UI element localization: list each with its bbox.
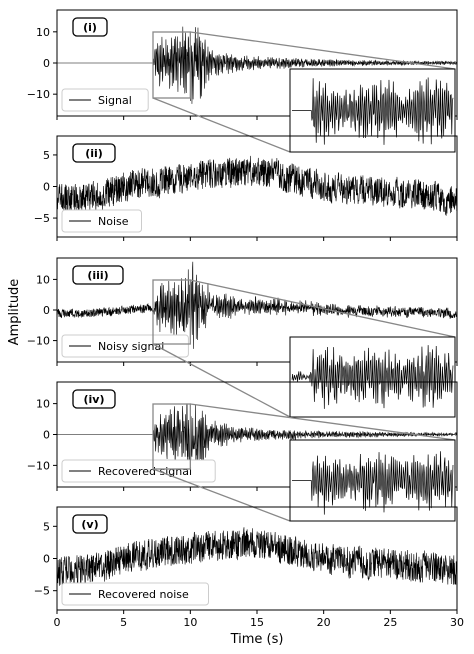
y-tick-label-iv-0: 0: [43, 429, 50, 442]
svg-text:(iv): (iv): [84, 393, 105, 406]
panel-tag-iii: (iii): [72, 265, 124, 285]
series-line-v: [57, 527, 457, 588]
svg-text:(i): (i): [83, 21, 97, 34]
legend-i: Signal: [61, 88, 149, 112]
zoom-connector-top-iii: [190, 279, 456, 338]
x-tick-label-15: 15: [250, 616, 264, 629]
legend-iii: Noisy signal: [61, 334, 189, 358]
zoom-box-i: [152, 31, 191, 99]
svg-text:(iii): (iii): [87, 269, 108, 282]
y-tick-label-iii-0: 0: [43, 304, 50, 317]
zoom-connector-bottom-iv: [152, 468, 291, 522]
x-tick-label-10: 10: [183, 616, 197, 629]
x-tick-label-25: 25: [383, 616, 397, 629]
x-tick-label-30: 30: [450, 616, 464, 629]
legend-label-ii: Noise: [98, 215, 129, 228]
panel-i: −10 0 10 (i) Signal: [27, 9, 458, 153]
zoom-box-iii: [152, 279, 191, 345]
inset-series-iii: [291, 345, 454, 409]
series-line-iii: [57, 261, 457, 349]
y-tick-label-i--10: −10: [27, 88, 50, 101]
y-tick-label-v-0: 0: [43, 553, 50, 566]
y-tick-label-iii-10: 10: [36, 273, 50, 286]
svg-text:(ii): (ii): [85, 147, 103, 160]
x-tick-label-20: 20: [317, 616, 331, 629]
y-tick-label-ii-5: 5: [43, 149, 50, 162]
zoom-connector-bottom-i: [152, 97, 291, 153]
legend-v: Recovered noise: [61, 582, 209, 606]
panel-tag-iv: (iv): [72, 389, 116, 409]
x-axis-label: Time (s): [230, 632, 284, 647]
inset-iii: [289, 336, 456, 418]
y-tick-label-iv-10: 10: [36, 398, 50, 411]
x-tick-label-0: 0: [54, 616, 61, 629]
panel-ii: −5 0 5 (ii) Noise: [34, 135, 458, 241]
legend-label-iii: Noisy signal: [98, 340, 164, 353]
panel-v: −5 0 5 0 5 10 15 20 25 30 (v) Recovered noise: [34, 506, 464, 629]
inset-series-i: [292, 77, 454, 145]
series-line-iv: [57, 403, 457, 477]
series-line-ii: [57, 155, 457, 216]
y-tick-label-v--5: −5: [34, 585, 50, 598]
y-tick-label-v-5: 5: [43, 520, 50, 533]
y-tick-label-iii--10: −10: [27, 335, 50, 348]
inset-i: [289, 68, 456, 153]
inset-series-iv: [292, 451, 454, 515]
panels-group: −10 0 10 (i) Signal −5 0 5 (ii) Noise −10 0 10 (iii) N…: [27, 9, 464, 629]
panel-tag-ii: (ii): [72, 143, 116, 163]
series-line-i: [57, 26, 457, 104]
svg-text:(v): (v): [81, 518, 98, 531]
legend-label-i: Signal: [98, 94, 132, 107]
zoom-connector-bottom-iii: [152, 343, 291, 418]
legend-label-v: Recovered noise: [98, 588, 189, 601]
y-axis-label: Amplitude: [7, 279, 22, 346]
y-tick-label-i-10: 10: [36, 26, 50, 39]
legend-label-iv: Recovered signal: [98, 465, 192, 478]
panel-iii: −10 0 10 (iii) Noisy signal: [27, 257, 458, 418]
y-tick-label-ii--5: −5: [34, 212, 50, 225]
panel-tag-i: (i): [72, 17, 108, 37]
inset-iv: [289, 439, 456, 522]
legend-ii: Noise: [61, 209, 142, 233]
y-tick-label-iv--10: −10: [27, 459, 50, 472]
y-tick-label-ii-0: 0: [43, 181, 50, 194]
x-tick-label-5: 5: [120, 616, 127, 629]
y-tick-label-i-0: 0: [43, 57, 50, 70]
legend-iv: Recovered signal: [61, 459, 216, 483]
zoom-box-iv: [152, 403, 191, 470]
zoom-connector-top-iv: [190, 403, 456, 441]
zoom-connector-top-i: [190, 31, 456, 70]
panel-tag-v: (v): [72, 514, 108, 534]
